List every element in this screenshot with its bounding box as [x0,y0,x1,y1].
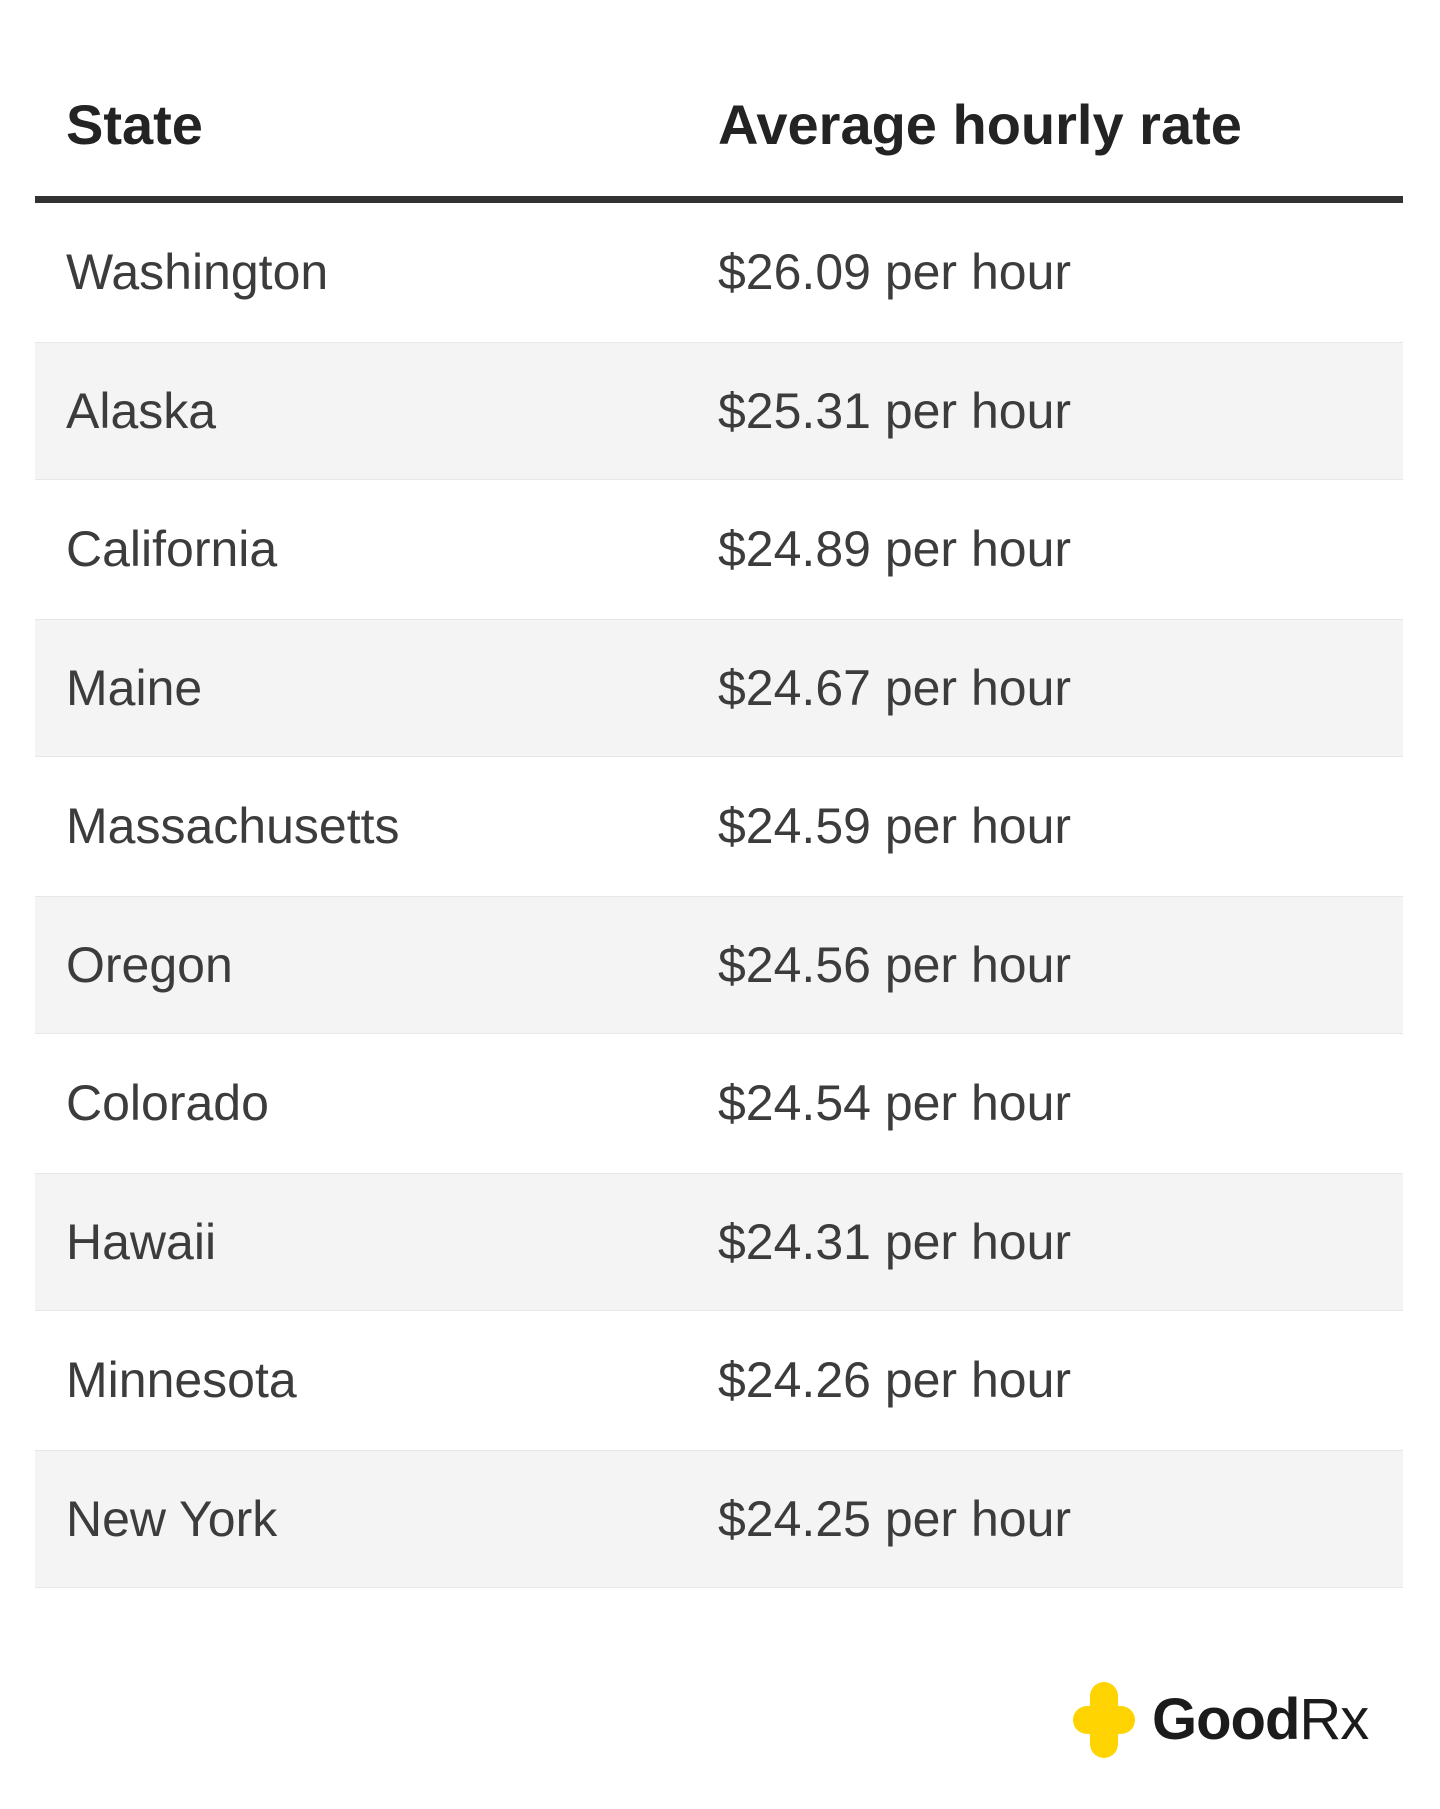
column-header-rate: Average hourly rate [718,92,1242,156]
state-cell: Maine [66,659,203,716]
table-row: Minnesota $24.26 per hour [35,1311,1403,1450]
header-divider-rule [35,196,1403,203]
logo-text-good: Good [1152,1687,1300,1752]
table-row: Maine $24.67 per hour [35,618,1403,757]
goodrx-logo: GoodRx [1073,1682,1369,1758]
table-row: New York $24.25 per hour [35,1449,1403,1588]
rate-cell: $24.89 per hour [718,521,1072,578]
state-cell: Massachusetts [66,798,400,855]
rate-cell: $25.31 per hour [718,382,1072,439]
table-row: California $24.89 per hour [35,480,1403,619]
state-cell: Minnesota [66,1352,297,1409]
table-row: Hawaii $24.31 per hour [35,1172,1403,1311]
table-row: Oregon $24.56 per hour [35,895,1403,1034]
rate-cell: $26.09 per hour [718,244,1072,301]
logo-text-rx: Rx [1299,1687,1369,1752]
rate-cell: $24.25 per hour [718,1490,1072,1547]
state-cell: California [66,521,278,578]
table-row: Alaska $25.31 per hour [35,341,1403,480]
rate-cell: $24.26 per hour [718,1352,1072,1409]
rate-cell: $24.31 per hour [718,1213,1072,1270]
state-cell: Alaska [66,382,217,439]
goodrx-cross-icon [1073,1682,1135,1758]
rate-cell: $24.54 per hour [718,1075,1072,1132]
state-cell: Washington [66,244,329,301]
table-row: Washington $26.09 per hour [35,203,1403,342]
rate-cell: $24.59 per hour [718,798,1072,855]
goodrx-wordmark: GoodRx [1152,1691,1369,1749]
table-header-row: State Average hourly rate [35,0,1403,196]
state-cell: Colorado [66,1075,269,1132]
rate-cell: $24.67 per hour [718,659,1072,716]
state-cell: Oregon [66,936,233,993]
state-cell: New York [66,1490,278,1547]
table-row: Massachusetts $24.59 per hour [35,757,1403,896]
state-cell: Hawaii [66,1213,217,1270]
rate-cell: $24.56 per hour [718,936,1072,993]
table-body: Washington $26.09 per hour Alaska $25.31… [35,203,1403,1588]
table-row: Colorado $24.54 per hour [35,1034,1403,1173]
column-header-state: State [66,92,203,156]
hourly-rate-table: State Average hourly rate Washington $26… [35,0,1403,1588]
